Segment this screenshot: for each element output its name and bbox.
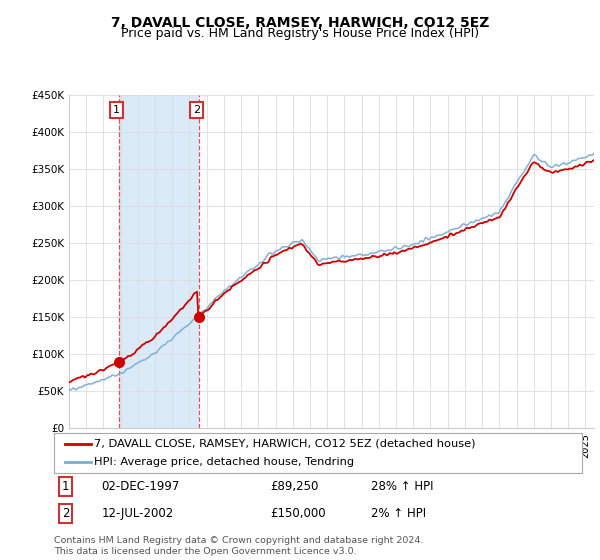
Text: £150,000: £150,000: [271, 507, 326, 520]
Text: Price paid vs. HM Land Registry's House Price Index (HPI): Price paid vs. HM Land Registry's House …: [121, 27, 479, 40]
Text: £89,250: £89,250: [271, 480, 319, 493]
Text: 02-DEC-1997: 02-DEC-1997: [101, 480, 180, 493]
Text: 7, DAVALL CLOSE, RAMSEY, HARWICH, CO12 5EZ (detached house): 7, DAVALL CLOSE, RAMSEY, HARWICH, CO12 5…: [94, 439, 475, 449]
Text: HPI: Average price, detached house, Tendring: HPI: Average price, detached house, Tend…: [94, 458, 354, 467]
Text: Contains HM Land Registry data © Crown copyright and database right 2024.
This d: Contains HM Land Registry data © Crown c…: [54, 536, 424, 556]
Text: 2: 2: [193, 105, 200, 115]
Text: 1: 1: [113, 105, 120, 115]
Text: 7, DAVALL CLOSE, RAMSEY, HARWICH, CO12 5EZ: 7, DAVALL CLOSE, RAMSEY, HARWICH, CO12 5…: [111, 16, 489, 30]
Text: 2: 2: [62, 507, 70, 520]
Text: 12-JUL-2002: 12-JUL-2002: [101, 507, 174, 520]
Bar: [119, 95, 199, 428]
Text: 1: 1: [62, 480, 70, 493]
Text: 2% ↑ HPI: 2% ↑ HPI: [371, 507, 426, 520]
Text: 28% ↑ HPI: 28% ↑ HPI: [371, 480, 433, 493]
FancyBboxPatch shape: [54, 433, 582, 473]
